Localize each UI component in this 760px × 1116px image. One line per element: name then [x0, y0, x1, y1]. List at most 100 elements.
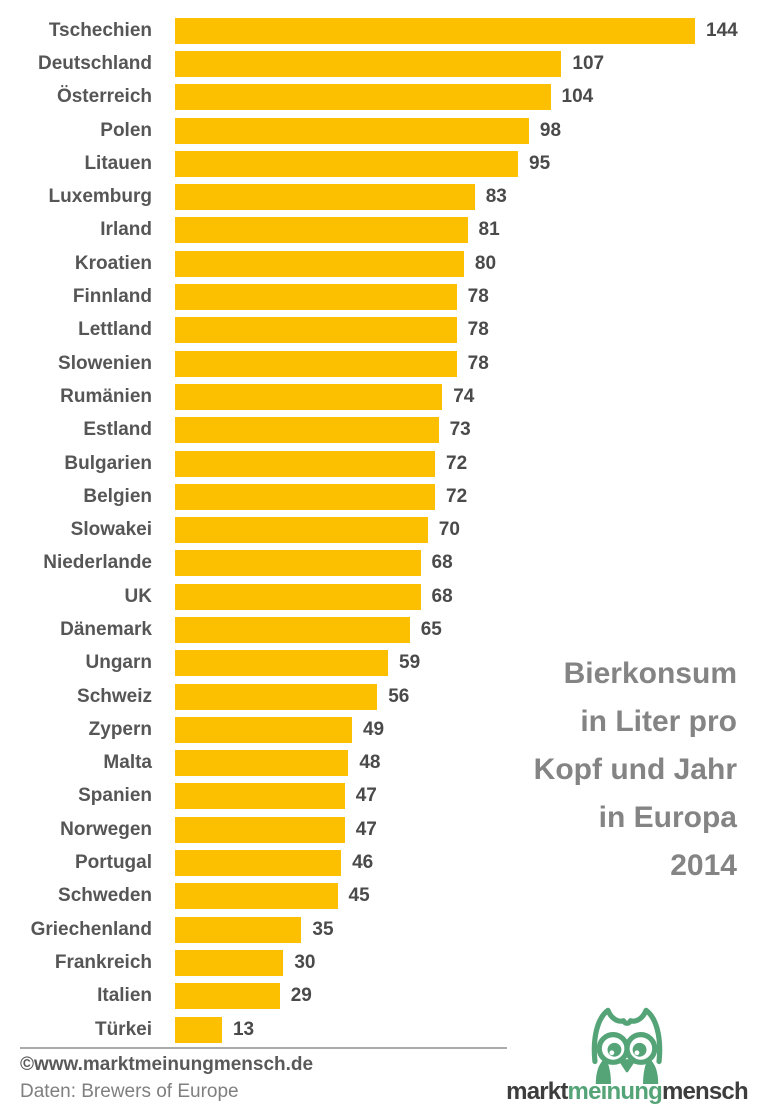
category-label: Rumänien	[60, 385, 152, 407]
chart-row: Frankreich 30	[0, 946, 738, 979]
bar	[175, 184, 475, 211]
bar	[175, 84, 551, 111]
category-label: Norwegen	[60, 818, 152, 840]
value-label: 35	[312, 918, 334, 940]
value-label: 59	[399, 652, 421, 674]
value-label: 80	[474, 252, 497, 274]
bar	[175, 50, 562, 77]
category-label: Estland	[83, 419, 152, 441]
bar	[175, 217, 468, 244]
bar	[175, 250, 464, 277]
chart-row: Griechenland 35	[0, 913, 738, 946]
chart-row: Malta 48	[0, 747, 738, 780]
value-label: 104	[561, 86, 594, 108]
chart-row: Belgien 72	[0, 480, 738, 513]
bar	[175, 783, 345, 810]
chart-row: Litauen 95	[0, 147, 738, 180]
value-label: 144	[706, 19, 738, 41]
category-label: Griechenland	[30, 918, 152, 940]
chart-title: Bierkonsum in Liter pro Kopf und Jahr in Eu…	[534, 650, 737, 890]
bar	[175, 816, 345, 843]
chart-row: Österreich 104	[0, 81, 738, 114]
bar	[175, 117, 529, 144]
category-label: Malta	[103, 752, 152, 774]
bar	[175, 350, 457, 377]
bar	[175, 150, 519, 177]
bar	[175, 583, 421, 610]
category-label: Türkei	[94, 1018, 152, 1040]
chart-title-line: Kopf und Jahr	[533, 753, 737, 786]
bar	[175, 450, 435, 477]
category-label: Bulgarien	[64, 452, 152, 474]
category-label: Slowenien	[58, 352, 152, 374]
category-label: Portugal	[74, 852, 152, 874]
chart-row: Deutschland 107	[0, 47, 738, 80]
value-label: 78	[467, 319, 489, 341]
category-label: UK	[124, 585, 152, 607]
bar	[175, 317, 457, 344]
bar	[175, 284, 457, 311]
chart-row: Norwegen 47	[0, 813, 738, 846]
value-label: 73	[449, 419, 471, 441]
chart-row: Irland 81	[0, 214, 738, 247]
value-label: 48	[359, 752, 381, 774]
category-label: Italien	[97, 985, 152, 1007]
logo-part-mensch: mensch	[661, 1078, 749, 1105]
value-label: 68	[431, 552, 453, 574]
bar	[175, 1016, 222, 1043]
category-label: Belgien	[83, 485, 152, 507]
value-label: 47	[355, 785, 377, 807]
value-label: 98	[539, 119, 562, 141]
category-label: Frankreich	[54, 951, 152, 973]
chart-row: Luxemburg 83	[0, 180, 738, 213]
chart-row: Kroatien 80	[0, 247, 738, 280]
category-label: Kroatien	[74, 252, 152, 274]
category-label: Lettland	[78, 319, 152, 341]
value-label: 46	[352, 852, 374, 874]
category-label: Luxemburg	[48, 186, 152, 208]
value-label: 47	[355, 818, 377, 840]
chart-row: Schweden 45	[0, 880, 738, 913]
category-label: Deutschland	[37, 52, 152, 74]
chart-row: Tschechien 144	[0, 14, 738, 47]
value-label: 81	[478, 219, 500, 241]
value-label: 30	[294, 951, 316, 973]
category-label: Slowakei	[70, 519, 152, 541]
value-label: 72	[446, 485, 468, 507]
chart-row: Schweiz 56	[0, 680, 738, 713]
chart-title-line: 2014	[670, 849, 737, 882]
bar	[175, 550, 421, 577]
bar	[175, 850, 342, 877]
chart-row: Polen 98	[0, 114, 738, 147]
category-label: Polen	[100, 119, 152, 141]
chart-row: Bulgarien 72	[0, 447, 738, 480]
bar	[175, 716, 352, 743]
value-label: 65	[420, 618, 442, 640]
value-label: 29	[290, 985, 312, 1007]
brand-logo: marktmeinungmensch	[504, 1006, 750, 1105]
owl-icon	[591, 1007, 663, 1084]
chart-row: Lettland 78	[0, 314, 738, 347]
value-label: 56	[388, 685, 410, 707]
value-label: 83	[485, 186, 507, 208]
chart-row: Estland 73	[0, 414, 738, 447]
value-label: 45	[348, 885, 370, 907]
bar	[175, 483, 435, 510]
chart-row: Zypern 49	[0, 713, 738, 746]
bar-chart: Tschechien 144 Deutschland 107 Österreich 104…	[0, 14, 738, 1046]
footer-divider	[20, 1047, 507, 1049]
bar	[175, 517, 428, 544]
bar	[175, 916, 302, 943]
value-label: 68	[431, 585, 453, 607]
logo-part-markt: markt	[506, 1078, 568, 1105]
value-label: 107	[572, 52, 605, 74]
bar	[175, 949, 284, 976]
value-label: 49	[362, 718, 385, 740]
category-label: Tschechien	[48, 19, 152, 41]
category-label: Irland	[100, 219, 152, 241]
chart-row: Türkei 13	[0, 1013, 738, 1046]
category-label: Dänemark	[60, 618, 152, 640]
category-label: Schweden	[58, 885, 152, 907]
bar	[175, 650, 389, 677]
value-label: 70	[438, 519, 460, 541]
